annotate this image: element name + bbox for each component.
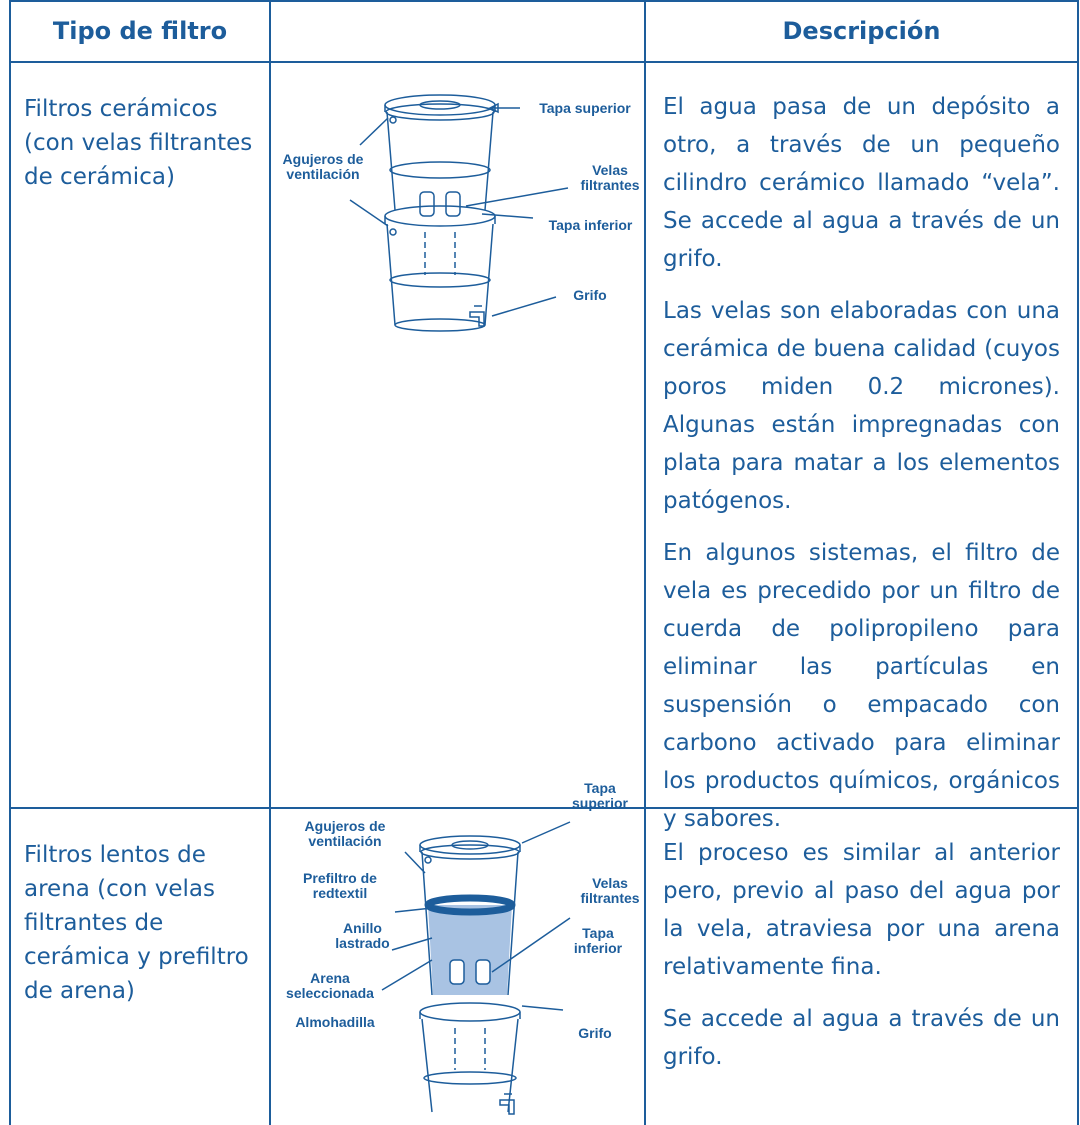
- diagram-label: Tapa inferior: [573, 925, 623, 956]
- description: El agua pasa de un depósito a otro, a tr…: [645, 62, 1078, 852]
- sand-filter-drawing: [381, 821, 571, 1115]
- diagram-label: Tapa superior: [571, 780, 628, 811]
- paragraph: Las velas son elaboradas con una cerámic…: [663, 298, 1060, 514]
- ceramic-filter-drawing: [349, 94, 569, 332]
- diagram-label: Velas filtrantes: [580, 162, 640, 193]
- filter-type: Filtros lentos de arena (con velas filtr…: [24, 842, 249, 1004]
- diagram-label: Grifo: [578, 1025, 612, 1041]
- diagram-label: Prefiltro de redtextil: [303, 870, 377, 901]
- header-cell: Tipo de filtro: [52, 17, 228, 45]
- paragraph: El agua pasa de un depósito a otro, a tr…: [663, 94, 1060, 272]
- diagram-label: Grifo: [573, 287, 607, 303]
- diagram-label: Velas filtrantes: [580, 875, 640, 906]
- header-cell: Descripción: [782, 17, 941, 45]
- diagram-label: Agujeros de ventilación: [282, 151, 364, 182]
- paragraph: El proceso es similar al anterior pero, …: [663, 840, 1060, 980]
- diagram-label: Arena seleccionada: [286, 970, 374, 1001]
- grid: [9, 0, 1079, 1125]
- diagram-label: Tapa inferior: [548, 217, 633, 233]
- paragraph: Se accede al agua a través de un grifo.: [663, 1006, 1060, 1070]
- paragraph: En algunos sistemas, el filtro de vela e…: [663, 540, 1060, 832]
- diagram-label: Anillo lastrado: [335, 920, 390, 951]
- diagram-label: Tapa superior: [539, 100, 631, 116]
- diagram-label: Agujeros de ventilación: [304, 818, 386, 849]
- diagram-label: Almohadilla: [295, 1014, 375, 1030]
- description: El proceso es similar al anterior pero, …: [645, 808, 1078, 1090]
- filter-type: Filtros cerámicos (con velas filtrantes …: [24, 96, 253, 190]
